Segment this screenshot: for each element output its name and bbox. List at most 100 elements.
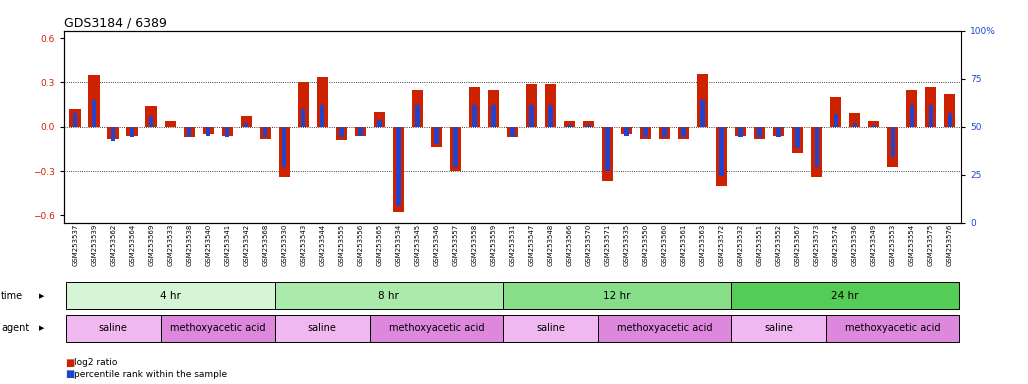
Bar: [503, 282, 731, 309]
Bar: [358, 127, 363, 136]
Bar: [700, 100, 705, 127]
Bar: [624, 127, 629, 136]
Bar: [222, 127, 233, 136]
Bar: [525, 84, 538, 127]
Bar: [906, 90, 917, 127]
Bar: [108, 127, 119, 139]
Bar: [355, 127, 366, 136]
Bar: [339, 127, 343, 137]
Bar: [431, 127, 442, 147]
Bar: [472, 106, 477, 127]
Text: methoxyacetic acid: methoxyacetic acid: [170, 323, 265, 333]
Bar: [598, 315, 731, 342]
Text: ▶: ▶: [39, 293, 44, 299]
Bar: [244, 123, 249, 127]
Bar: [814, 127, 819, 167]
Text: agent: agent: [1, 323, 29, 333]
Bar: [434, 127, 439, 144]
Bar: [738, 127, 743, 137]
Bar: [130, 127, 135, 137]
Bar: [146, 106, 157, 127]
Bar: [677, 127, 690, 139]
Bar: [70, 109, 81, 127]
Bar: [184, 127, 195, 137]
Text: ▶: ▶: [39, 325, 44, 331]
Bar: [852, 123, 857, 127]
Bar: [715, 127, 728, 186]
Bar: [601, 127, 614, 181]
Bar: [659, 127, 670, 139]
Bar: [297, 83, 309, 127]
Bar: [411, 90, 424, 127]
Bar: [160, 315, 274, 342]
Bar: [260, 127, 271, 139]
Text: log2 ratio: log2 ratio: [74, 358, 117, 367]
Bar: [282, 127, 287, 167]
Bar: [241, 116, 252, 127]
Bar: [563, 121, 576, 127]
Bar: [639, 127, 652, 139]
Bar: [149, 116, 153, 127]
Bar: [317, 76, 328, 127]
Bar: [773, 127, 784, 136]
Text: 8 hr: 8 hr: [378, 291, 399, 301]
Text: saline: saline: [307, 323, 337, 333]
Bar: [225, 127, 229, 137]
Bar: [503, 315, 598, 342]
Bar: [370, 315, 503, 342]
Bar: [274, 315, 370, 342]
Text: methoxyacetic acid: methoxyacetic acid: [617, 323, 712, 333]
Bar: [263, 127, 267, 137]
Bar: [507, 127, 518, 137]
Bar: [792, 127, 803, 153]
Bar: [415, 106, 419, 127]
Bar: [567, 125, 572, 127]
Bar: [203, 127, 214, 134]
Bar: [621, 127, 632, 134]
Bar: [301, 109, 305, 127]
Bar: [88, 75, 100, 127]
Bar: [890, 127, 895, 157]
Bar: [910, 106, 914, 127]
Bar: [510, 127, 515, 137]
Text: saline: saline: [99, 323, 127, 333]
Bar: [697, 74, 708, 127]
Bar: [754, 127, 765, 139]
Bar: [827, 315, 959, 342]
Bar: [948, 113, 952, 127]
Bar: [529, 106, 534, 127]
Bar: [720, 127, 724, 176]
Bar: [491, 106, 495, 127]
Bar: [731, 315, 827, 342]
Bar: [279, 127, 290, 177]
Bar: [682, 127, 686, 137]
Bar: [583, 121, 594, 127]
Bar: [66, 315, 160, 342]
Bar: [126, 127, 138, 136]
Bar: [111, 127, 115, 141]
Bar: [487, 90, 500, 127]
Bar: [758, 127, 762, 137]
Text: ■: ■: [65, 369, 74, 379]
Bar: [449, 127, 462, 171]
Bar: [206, 127, 211, 136]
Bar: [776, 127, 781, 137]
Bar: [849, 113, 860, 127]
Bar: [644, 127, 648, 137]
Text: saline: saline: [764, 323, 793, 333]
Bar: [834, 114, 838, 127]
Bar: [469, 87, 480, 127]
Bar: [925, 87, 937, 127]
Bar: [377, 120, 381, 127]
Text: 4 hr: 4 hr: [159, 291, 181, 301]
Text: 12 hr: 12 hr: [603, 291, 631, 301]
Text: saline: saline: [536, 323, 565, 333]
Bar: [811, 127, 822, 177]
Text: percentile rank within the sample: percentile rank within the sample: [74, 370, 227, 379]
Bar: [453, 127, 457, 167]
Bar: [373, 112, 386, 127]
Bar: [91, 100, 97, 127]
Bar: [274, 282, 503, 309]
Bar: [66, 282, 274, 309]
Bar: [662, 127, 667, 137]
